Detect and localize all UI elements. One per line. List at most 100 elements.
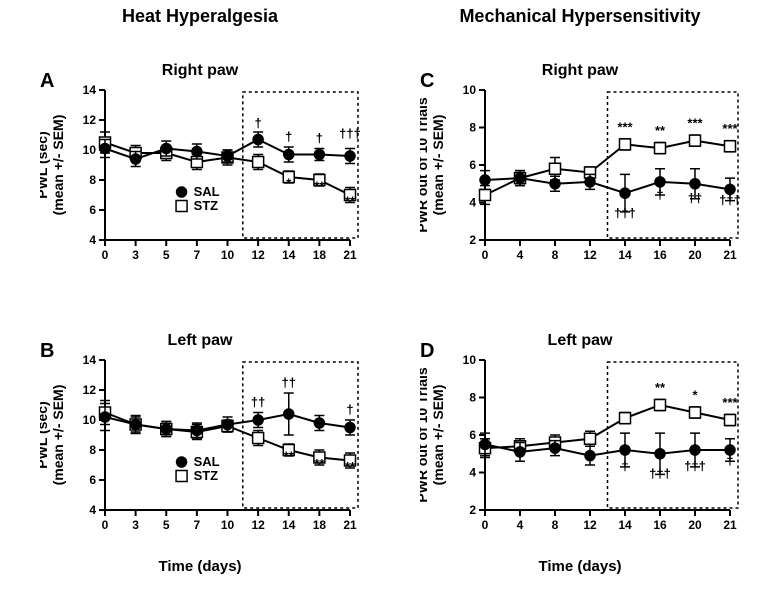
svg-text:4: 4 — [89, 503, 96, 517]
svg-text:†: † — [316, 131, 323, 146]
svg-text:††: †† — [282, 375, 296, 390]
svg-text:20: 20 — [688, 248, 702, 262]
svg-text:10: 10 — [83, 413, 97, 427]
svg-text:**: ** — [345, 459, 356, 474]
panel-svg-B: 46810121403571012141821PWL (sec)(mean +/… — [40, 330, 360, 550]
svg-text:12: 12 — [583, 518, 597, 532]
panel-subtitle-B: Left paw — [40, 332, 360, 350]
svg-text:20: 20 — [688, 518, 702, 532]
svg-text:16: 16 — [653, 248, 667, 262]
svg-text:21: 21 — [723, 518, 737, 532]
svg-text:6: 6 — [89, 203, 96, 217]
svg-text:PWR out of 10 Trials(mean +/-: PWR out of 10 Trials(mean +/- SEM) — [420, 97, 446, 233]
svg-text:12: 12 — [251, 248, 265, 262]
svg-text:†: † — [255, 116, 262, 131]
svg-text:16: 16 — [653, 518, 667, 532]
svg-text:0: 0 — [102, 248, 109, 262]
svg-text:**: ** — [655, 123, 666, 138]
panel-subtitle-C: Right paw — [420, 62, 740, 80]
svg-text:7: 7 — [194, 248, 201, 262]
svg-text:14: 14 — [83, 353, 97, 367]
svg-text:*: * — [692, 387, 698, 402]
svg-text:8: 8 — [89, 173, 96, 187]
svg-text:4: 4 — [517, 248, 524, 262]
svg-text:8: 8 — [89, 443, 96, 457]
svg-text:†: † — [285, 129, 292, 144]
svg-text:**: ** — [314, 456, 325, 471]
svg-text:10: 10 — [463, 353, 477, 367]
svg-text:**: ** — [655, 380, 666, 395]
panel-C: CRight paw2468100481214162021PWR out of … — [420, 60, 740, 280]
svg-text:8: 8 — [469, 121, 476, 135]
svg-text:5: 5 — [163, 248, 170, 262]
svg-text:5: 5 — [163, 518, 170, 532]
svg-text:†††: ††† — [684, 459, 706, 474]
svg-text:12: 12 — [251, 518, 265, 532]
svg-text:18: 18 — [313, 248, 327, 262]
svg-text:PWL (sec)(mean +/- SEM): PWL (sec)(mean +/- SEM) — [40, 115, 66, 216]
svg-text:8: 8 — [552, 518, 559, 532]
svg-text:21: 21 — [723, 248, 737, 262]
svg-text:14: 14 — [618, 518, 632, 532]
svg-text:2: 2 — [469, 233, 476, 247]
svg-text:4: 4 — [469, 466, 476, 480]
svg-text:PWR out of 10 Trials(mean +/-: PWR out of 10 Trials(mean +/- SEM) — [420, 367, 446, 503]
svg-text:†: † — [621, 459, 628, 474]
svg-text:6: 6 — [89, 473, 96, 487]
svg-text:10: 10 — [463, 83, 477, 97]
svg-text:†††: ††† — [719, 192, 740, 207]
svg-text:18: 18 — [313, 518, 327, 532]
svg-text:14: 14 — [618, 248, 632, 262]
svg-text:0: 0 — [102, 518, 109, 532]
svg-text:†: † — [726, 453, 733, 468]
panel-B: BLeft paw46810121403571012141821PWL (sec… — [40, 330, 360, 550]
svg-text:††: †† — [688, 191, 702, 206]
svg-text:14: 14 — [83, 83, 97, 97]
svg-text:††: †† — [251, 395, 265, 410]
svg-text:†††: ††† — [649, 466, 671, 481]
svg-text:4: 4 — [89, 233, 96, 247]
svg-text:6: 6 — [469, 428, 476, 442]
svg-text:14: 14 — [282, 518, 296, 532]
svg-text:SAL: SAL — [194, 454, 220, 469]
figure-root: Heat Hyperalgesia Mechanical Hypersensiti… — [0, 0, 774, 602]
svg-text:†††: ††† — [339, 126, 360, 141]
svg-text:***: *** — [722, 395, 738, 410]
panel-subtitle-A: Right paw — [40, 62, 360, 80]
panel-A: ARight paw46810121403571012141821PWL (se… — [40, 60, 360, 280]
svg-text:SAL: SAL — [194, 184, 220, 199]
x-axis-label: Time (days) — [420, 558, 740, 575]
svg-text:STZ: STZ — [194, 468, 219, 483]
panel-D: DLeft paw2468100481214162021PWR out of 1… — [420, 330, 740, 550]
col-title-right: Mechanical Hypersensitivity — [420, 6, 740, 27]
svg-text:**: ** — [314, 179, 325, 194]
svg-text:12: 12 — [83, 113, 97, 127]
svg-text:4: 4 — [469, 196, 476, 210]
svg-text:14: 14 — [282, 248, 296, 262]
svg-text:†††: ††† — [614, 206, 636, 221]
svg-text:3: 3 — [132, 518, 139, 532]
svg-text:**: ** — [345, 194, 356, 209]
svg-text:3: 3 — [132, 248, 139, 262]
svg-text:12: 12 — [83, 383, 97, 397]
svg-text:8: 8 — [469, 391, 476, 405]
svg-text:***: *** — [617, 119, 633, 134]
svg-text:***: *** — [722, 121, 738, 136]
x-axis-label: Time (days) — [40, 558, 360, 575]
svg-text:**: ** — [284, 449, 295, 464]
panel-subtitle-D: Left paw — [420, 332, 740, 350]
svg-text:4: 4 — [517, 518, 524, 532]
svg-text:2: 2 — [469, 503, 476, 517]
svg-text:8: 8 — [552, 248, 559, 262]
svg-text:0: 0 — [482, 248, 489, 262]
svg-text:6: 6 — [469, 158, 476, 172]
panel-svg-C: 2468100481214162021PWR out of 10 Trials(… — [420, 60, 740, 280]
svg-text:STZ: STZ — [194, 198, 219, 213]
col-title-left: Heat Hyperalgesia — [40, 6, 360, 27]
svg-text:10: 10 — [221, 518, 235, 532]
svg-text:†: † — [346, 402, 353, 417]
svg-text:†: † — [656, 187, 663, 202]
svg-text:***: *** — [687, 116, 703, 131]
svg-text:PWL (sec)(mean +/- SEM): PWL (sec)(mean +/- SEM) — [40, 385, 66, 486]
panel-svg-D: 2468100481214162021PWR out of 10 Trials(… — [420, 330, 740, 550]
